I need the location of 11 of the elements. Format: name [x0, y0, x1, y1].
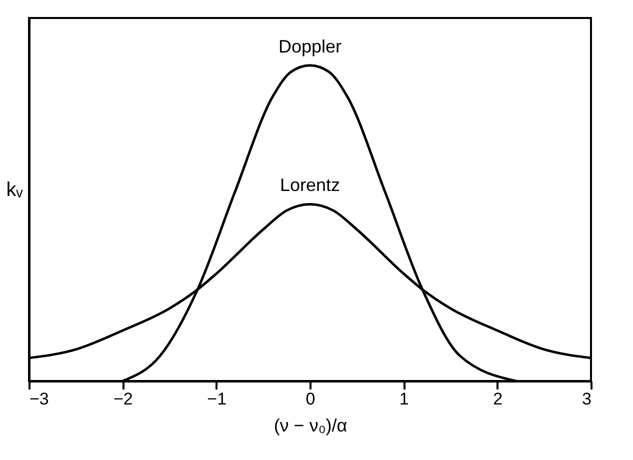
x-tick-label: 3: [582, 390, 592, 408]
x-tick-label: 1: [399, 390, 409, 408]
x-axis-title: (ν − ν₀)/α: [274, 416, 348, 436]
x-tick-label: 2: [493, 390, 503, 408]
annotation: Lorentz: [280, 175, 340, 196]
y-axis-title: kᵥ: [6, 179, 24, 201]
x-tick-label: −3: [30, 390, 49, 408]
annotation: Doppler: [278, 36, 342, 56]
x-tick-label: 0: [306, 390, 316, 408]
x-tick-label: −2: [113, 390, 133, 408]
x-tick-label: −1: [207, 390, 227, 408]
